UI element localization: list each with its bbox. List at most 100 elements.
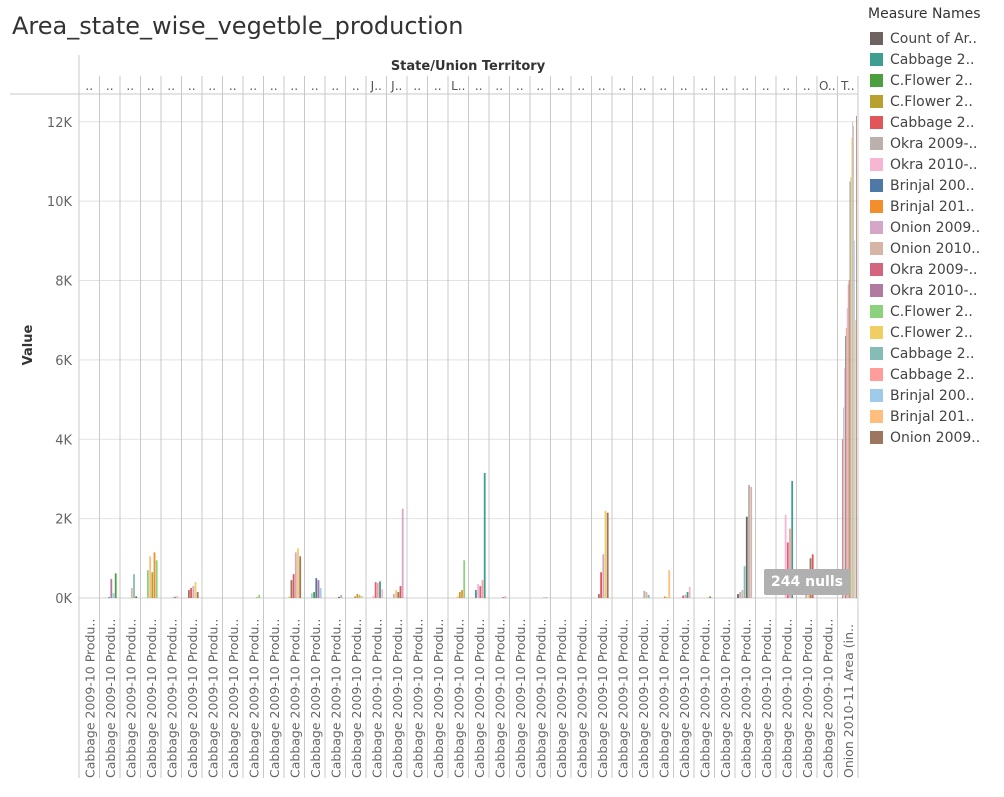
bar[interactable] bbox=[294, 552, 297, 598]
bar[interactable] bbox=[854, 240, 855, 598]
bar[interactable] bbox=[843, 407, 844, 598]
bar[interactable] bbox=[844, 336, 846, 598]
bar[interactable] bbox=[483, 472, 486, 598]
bar[interactable] bbox=[108, 597, 110, 598]
bar[interactable] bbox=[666, 597, 668, 598]
bar[interactable] bbox=[707, 597, 709, 598]
bar[interactable] bbox=[606, 512, 609, 598]
bar[interactable] bbox=[340, 594, 343, 598]
bar[interactable] bbox=[502, 597, 504, 598]
bar[interactable] bbox=[401, 508, 404, 598]
legend-item[interactable]: Brinjal 201.. bbox=[862, 406, 1004, 427]
bar[interactable] bbox=[297, 548, 299, 598]
bar[interactable] bbox=[855, 320, 856, 598]
bar[interactable] bbox=[288, 596, 291, 598]
bar[interactable] bbox=[852, 121, 854, 598]
bar[interactable] bbox=[358, 594, 361, 598]
bar[interactable] bbox=[338, 596, 340, 598]
bar[interactable] bbox=[647, 594, 650, 598]
bar[interactable] bbox=[130, 588, 133, 598]
bar[interactable] bbox=[190, 588, 192, 598]
bar[interactable] bbox=[354, 596, 356, 598]
bar[interactable] bbox=[299, 556, 302, 598]
bar[interactable] bbox=[853, 125, 855, 598]
bar[interactable] bbox=[748, 484, 750, 598]
bar[interactable] bbox=[475, 590, 477, 598]
bar[interactable] bbox=[133, 574, 135, 598]
bar[interactable] bbox=[663, 596, 666, 598]
legend-item[interactable]: Cabbage 2.. bbox=[862, 364, 1004, 385]
bar[interactable] bbox=[849, 181, 851, 599]
bar[interactable] bbox=[545, 597, 548, 598]
bar[interactable] bbox=[317, 580, 320, 598]
bar[interactable] bbox=[686, 592, 689, 598]
bar[interactable] bbox=[149, 556, 151, 598]
bar[interactable] bbox=[846, 308, 848, 598]
bar[interactable] bbox=[290, 580, 293, 598]
bar[interactable] bbox=[750, 486, 753, 598]
legend-item[interactable]: Okra 2009-.. bbox=[862, 133, 1004, 154]
bar[interactable] bbox=[461, 590, 463, 598]
legend-item[interactable]: Cabbage 2.. bbox=[862, 49, 1004, 70]
legend-item[interactable]: Brinjal 200.. bbox=[862, 175, 1004, 196]
legend-item[interactable]: Okra 2009-.. bbox=[862, 259, 1004, 280]
bar[interactable] bbox=[688, 586, 691, 598]
bar[interactable] bbox=[315, 578, 318, 598]
bar[interactable] bbox=[114, 573, 117, 598]
bar[interactable] bbox=[600, 572, 602, 598]
legend-item[interactable]: C.Flower 2.. bbox=[862, 91, 1004, 112]
legend-item[interactable]: Brinjal 200.. bbox=[862, 385, 1004, 406]
nulls-indicator[interactable]: 244 nulls bbox=[764, 569, 850, 595]
legend-item[interactable]: Okra 2010-.. bbox=[862, 154, 1004, 175]
bar[interactable] bbox=[192, 586, 195, 598]
bar[interactable] bbox=[741, 590, 744, 598]
bar[interactable] bbox=[845, 328, 847, 598]
bar[interactable] bbox=[360, 596, 363, 598]
bar[interactable] bbox=[604, 510, 607, 598]
bar[interactable] bbox=[848, 280, 850, 598]
bar[interactable] bbox=[196, 592, 199, 598]
bar[interactable] bbox=[456, 596, 459, 598]
legend-item[interactable]: Count of Ar.. bbox=[862, 28, 1004, 49]
bar[interactable] bbox=[258, 594, 261, 598]
bar[interactable] bbox=[856, 115, 857, 598]
bar[interactable] bbox=[463, 560, 466, 598]
bar[interactable] bbox=[356, 594, 359, 598]
bar[interactable] bbox=[153, 552, 156, 598]
bar[interactable] bbox=[791, 480, 794, 598]
bar[interactable] bbox=[743, 566, 746, 598]
bar[interactable] bbox=[842, 439, 843, 598]
bar[interactable] bbox=[374, 582, 377, 598]
bar[interactable] bbox=[504, 596, 507, 598]
bar[interactable] bbox=[376, 582, 379, 598]
bar[interactable] bbox=[847, 284, 849, 598]
legend-item[interactable]: Brinjal 201.. bbox=[862, 196, 1004, 217]
bar[interactable] bbox=[682, 595, 684, 598]
bar[interactable] bbox=[737, 594, 739, 598]
legend-item[interactable]: Onion 2009.. bbox=[862, 217, 1004, 238]
bar[interactable] bbox=[112, 593, 115, 598]
legend-item[interactable]: C.Flower 2.. bbox=[862, 70, 1004, 91]
bar[interactable] bbox=[171, 597, 174, 598]
bar[interactable] bbox=[151, 572, 154, 598]
bar[interactable] bbox=[784, 514, 787, 598]
bar[interactable] bbox=[481, 580, 484, 598]
bar[interactable] bbox=[174, 596, 176, 598]
bar[interactable] bbox=[851, 137, 853, 598]
legend-item[interactable]: Okra 2010-.. bbox=[862, 280, 1004, 301]
legend-item[interactable]: C.Flower 2.. bbox=[862, 301, 1004, 322]
legend-item[interactable]: Onion 2009.. bbox=[862, 427, 1004, 448]
legend-item[interactable]: C.Flower 2.. bbox=[862, 322, 1004, 343]
bar[interactable] bbox=[739, 592, 742, 598]
bar[interactable] bbox=[381, 589, 384, 598]
legend-item[interactable]: Cabbage 2.. bbox=[862, 343, 1004, 364]
bar[interactable] bbox=[188, 590, 190, 598]
bar[interactable] bbox=[643, 590, 646, 598]
bar[interactable] bbox=[684, 594, 687, 598]
bar[interactable] bbox=[789, 528, 791, 598]
bar[interactable] bbox=[477, 584, 479, 598]
bar[interactable] bbox=[176, 596, 179, 598]
bar[interactable] bbox=[155, 560, 158, 598]
bar[interactable] bbox=[379, 581, 381, 598]
bar[interactable] bbox=[479, 586, 482, 598]
